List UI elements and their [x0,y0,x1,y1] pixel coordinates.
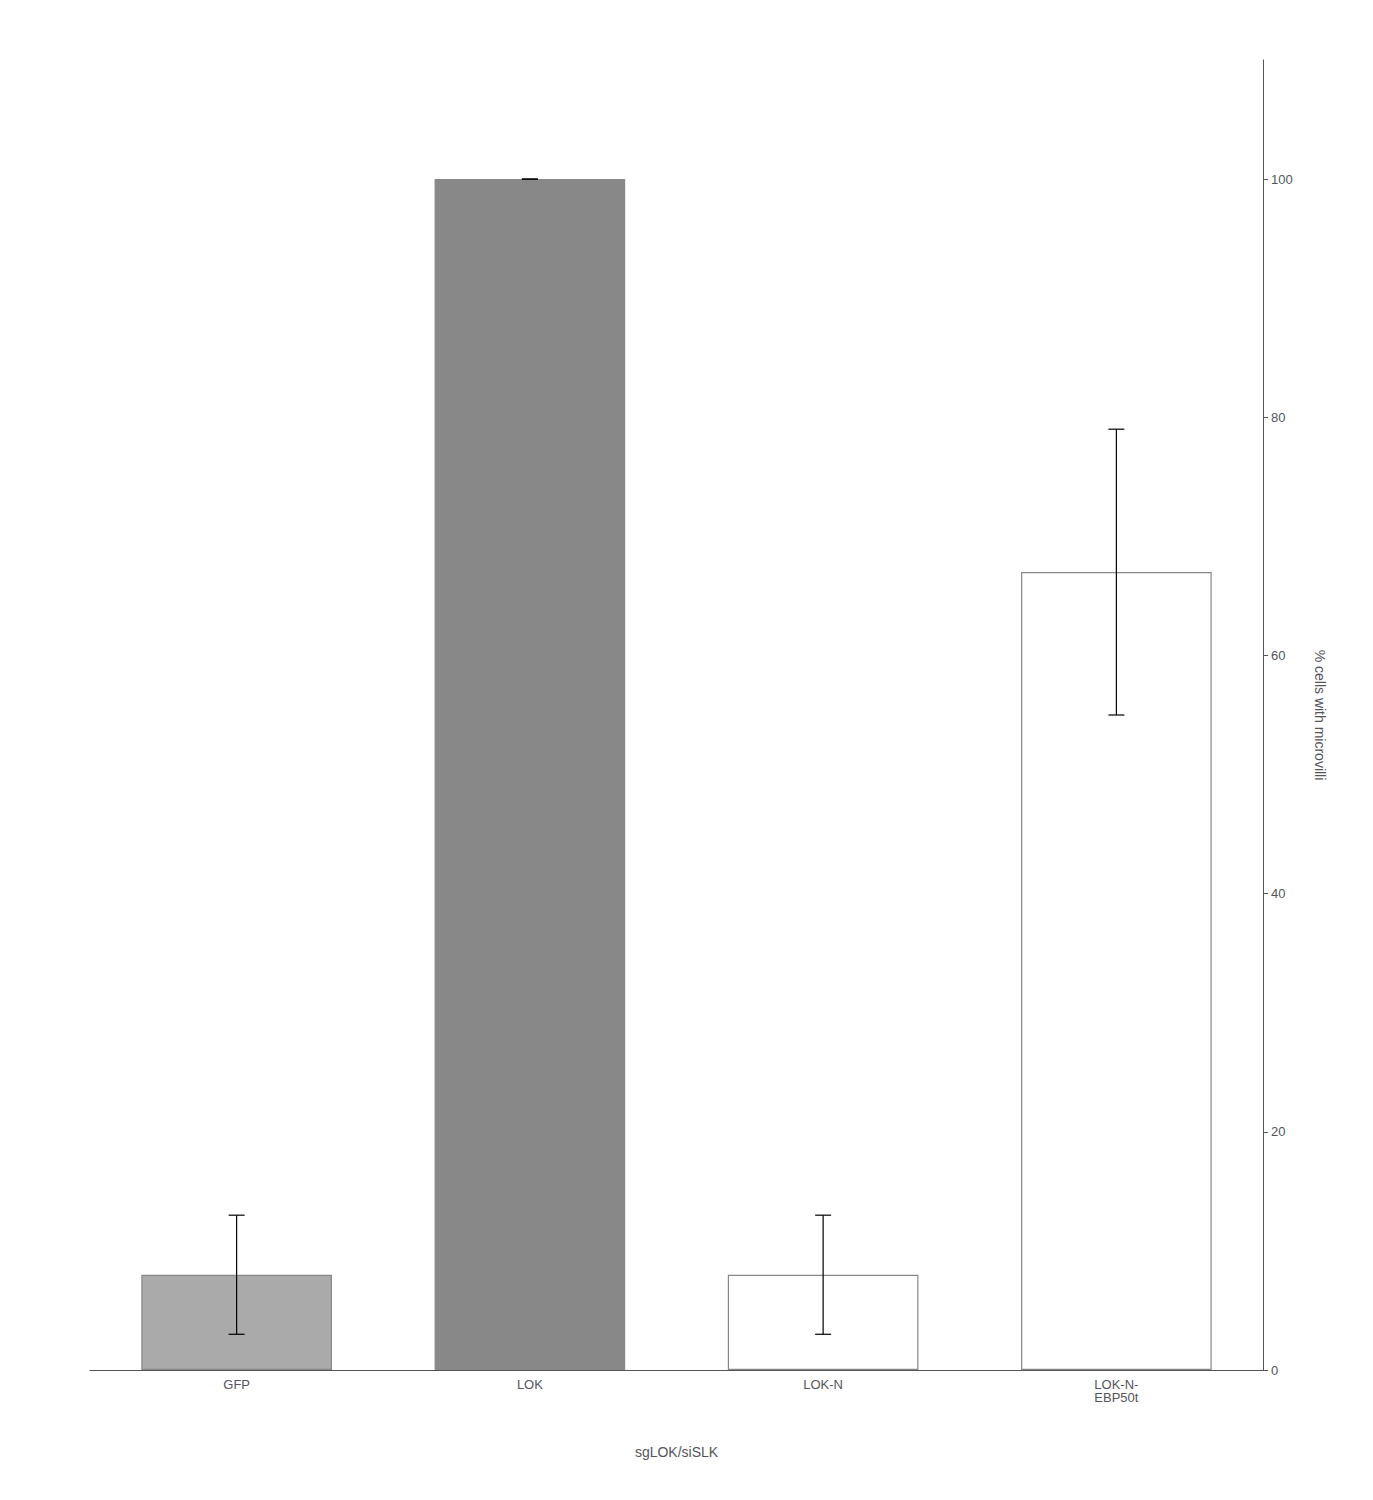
svg-text:EBP50t: EBP50t [1094,1390,1138,1405]
svg-text:40: 40 [1271,886,1285,901]
svg-text:LOK: LOK [517,1377,543,1392]
svg-text:LOK-N-: LOK-N- [1094,1377,1139,1392]
svg-text:LOK-N: LOK-N [803,1377,843,1392]
svg-text:GFP: GFP [223,1377,250,1392]
svg-text:60: 60 [1271,648,1285,663]
svg-text:20: 20 [1271,1124,1285,1139]
svg-text:0: 0 [1271,1363,1278,1378]
svg-text:% cells with microvilli: % cells with microvilli [1312,650,1328,781]
svg-text:100: 100 [1271,172,1293,187]
svg-text:sgLOK/siSLK: sgLOK/siSLK [635,1444,719,1460]
svg-text:80: 80 [1271,410,1285,425]
